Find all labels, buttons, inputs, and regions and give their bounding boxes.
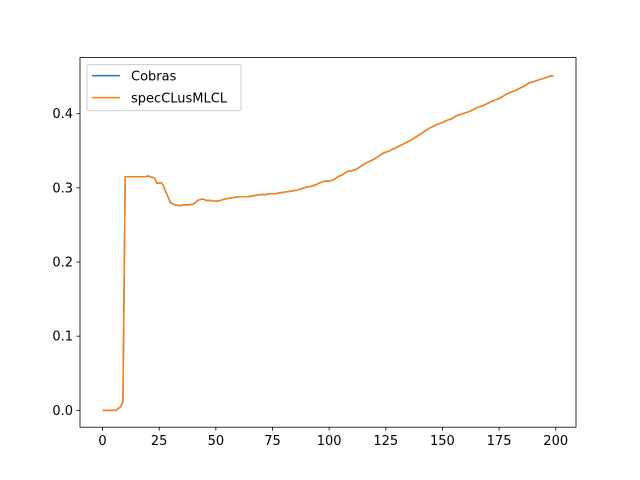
y-tick-label: 0.0 [52, 404, 73, 419]
x-tick-label: 50 [208, 434, 225, 449]
x-tick-label: 175 [487, 434, 512, 449]
y-tick-label: 0.2 [52, 256, 73, 271]
legend-box [86, 64, 242, 112]
x-tick-label: 75 [264, 434, 281, 449]
axes-frame [79, 57, 577, 428]
x-tick-label: 200 [543, 434, 568, 449]
x-tick-label: 0 [98, 434, 106, 449]
x-axis-ticks: 0 25 50 75 100 125 150 175 200 [98, 427, 568, 449]
series-line-specclusmlcl [102, 75, 554, 412]
plot-lines [102, 75, 554, 412]
x-tick-label: 100 [317, 434, 342, 449]
legend: Cobras specCLusMLCL [86, 64, 242, 112]
legend-label-cobras: Cobras [131, 69, 177, 84]
y-tick-label: 0.3 [52, 181, 73, 196]
y-tick-label: 0.1 [52, 330, 73, 345]
x-tick-label: 125 [373, 434, 398, 449]
x-tick-label: 25 [151, 434, 168, 449]
legend-label-specclusmlcl: specCLusMLCL [131, 91, 228, 106]
y-axis-ticks: 0.0 0.1 0.2 0.3 0.4 [52, 107, 80, 419]
y-tick-label: 0.4 [52, 107, 73, 122]
x-tick-label: 150 [430, 434, 455, 449]
